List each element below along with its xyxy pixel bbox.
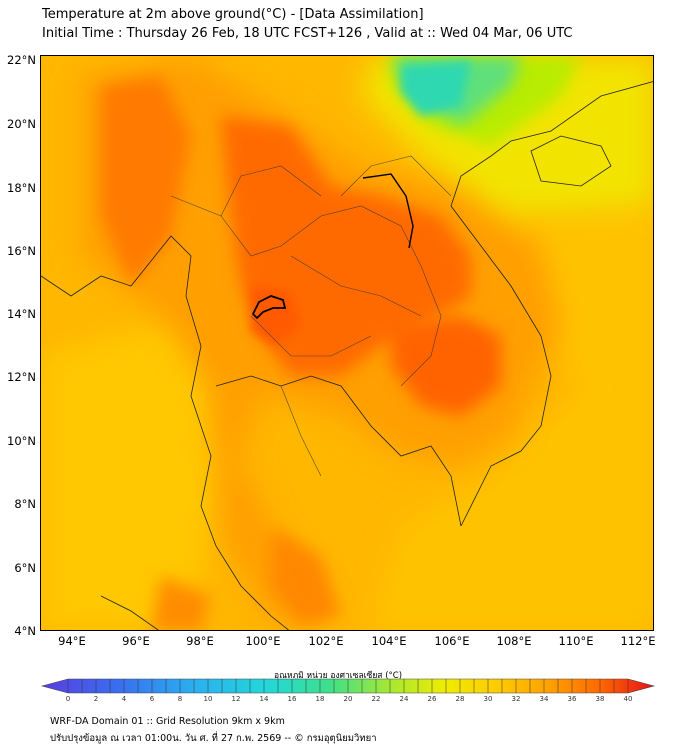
colorbar-tick-label: 28 — [455, 695, 465, 703]
lat-label: 20°N — [7, 117, 36, 131]
lat-label: 22°N — [7, 53, 36, 67]
colorbar-tick-label: 32 — [511, 695, 521, 703]
colorbar — [40, 678, 656, 694]
lon-label: 108°E — [496, 634, 532, 648]
colorbar-tick-label: 10 — [203, 695, 213, 703]
lon-label: 112°E — [620, 634, 656, 648]
footer-model-info: WRF-DA Domain 01 :: Grid Resolution 9km … — [50, 716, 285, 727]
colorbar-tick-label: 16 — [287, 695, 297, 703]
colorbar-tick-label: 18 — [315, 695, 325, 703]
lon-label: 96°E — [122, 634, 150, 648]
footer-update-info: ปรับปรุงข้อมูล ณ เวลา 01:00น. วัน ศ. ที่… — [50, 733, 377, 744]
colorbar-tick-label: 26 — [427, 695, 437, 703]
country-borders — [170, 155, 452, 477]
lon-label: 110°E — [558, 634, 594, 648]
colorbar-tick-label: 22 — [371, 695, 381, 703]
lat-label: 16°N — [7, 244, 36, 258]
map-subtitle: Initial Time : Thursday 26 Feb, 18 UTC F… — [42, 26, 573, 41]
lon-label: 102°E — [308, 634, 344, 648]
coastline-outline — [41, 81, 653, 630]
lon-label: 106°E — [434, 634, 470, 648]
colorbar-tick-label: 2 — [93, 695, 99, 703]
northeast-contour — [362, 173, 414, 249]
colorbar-tick-label: 38 — [595, 695, 605, 703]
colorbar-tick-label: 4 — [121, 695, 127, 703]
temperature-gradient-field — [41, 56, 653, 630]
lon-label: 94°E — [58, 634, 86, 648]
lat-label: 6°N — [14, 561, 36, 575]
lon-label: 98°E — [186, 634, 214, 648]
colorbar-tick-label: 12 — [231, 695, 241, 703]
colorbar-tick-label: 8 — [177, 695, 183, 703]
colorbar-tick-marks — [67, 679, 629, 693]
lat-label: 12°N — [7, 370, 36, 384]
lat-label: 8°N — [14, 497, 36, 511]
colorbar-tick-label: 0 — [65, 695, 71, 703]
lon-label: 100°E — [245, 634, 281, 648]
lat-label: 14°N — [7, 307, 36, 321]
colorbar-title: อุณหภูมิ หน่วย องศาเซลเซียส (°C) — [273, 671, 403, 681]
colorbar-tick-label: 40 — [623, 695, 633, 703]
colorbar-tick-label: 14 — [259, 695, 269, 703]
colorbar-tick-label: 24 — [399, 695, 409, 703]
lat-label: 18°N — [7, 181, 36, 195]
lon-label: 104°E — [371, 634, 407, 648]
colorbar-tick-label: 34 — [539, 695, 549, 703]
colorbar-tick-label: 6 — [149, 695, 155, 703]
lat-label: 10°N — [7, 434, 36, 448]
bangkok-contour — [251, 295, 287, 320]
colorbar-tick-label: 36 — [567, 695, 577, 703]
map-title: Temperature at 2m above ground(°C) - [Da… — [42, 7, 424, 22]
colorbar-tick-label: 20 — [343, 695, 353, 703]
lat-label: 4°N — [14, 624, 36, 638]
temperature-map — [40, 55, 654, 631]
colorbar-tick-label: 30 — [483, 695, 493, 703]
